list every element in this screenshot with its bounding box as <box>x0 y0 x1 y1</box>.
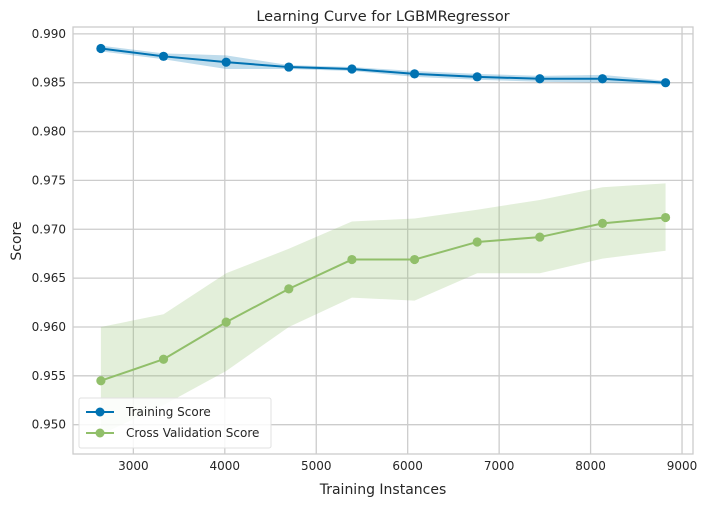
y-tick-label: 0.965 <box>32 271 66 285</box>
point-cv <box>158 354 169 364</box>
band-cv <box>100 183 666 435</box>
point-training <box>221 57 231 67</box>
x-axis-title: Training Instances <box>319 482 447 498</box>
y-tick-label: 0.980 <box>32 125 66 139</box>
x-tick-label: 5000 <box>301 459 332 473</box>
point-cv <box>284 284 294 294</box>
plot-area <box>73 27 693 454</box>
legend: Training Score Cross Validation Score <box>78 397 272 449</box>
legend-marker-cv <box>95 428 105 438</box>
point-training <box>96 43 106 54</box>
y-tick-labels: 0.950 0.955 0.960 0.965 0.970 0.975 0.980 0.985… <box>32 27 66 432</box>
grid-lines <box>73 27 693 454</box>
point-cv <box>347 254 357 265</box>
confidence-bands <box>100 45 666 435</box>
point-cv <box>409 254 420 265</box>
point-cv <box>96 376 106 386</box>
legend-label-training: Training Score <box>125 405 211 419</box>
point-cv <box>660 212 671 223</box>
x-tick-label: 8000 <box>575 459 606 473</box>
chart-title: Learning Curve for LGBMRegressor <box>256 9 509 25</box>
point-cv <box>535 232 545 242</box>
y-tick-label: 0.990 <box>32 27 66 41</box>
band-training <box>100 45 666 85</box>
point-cv <box>472 237 482 247</box>
point-cv <box>597 218 608 229</box>
y-axis-title: Score <box>9 221 25 260</box>
point-training <box>597 74 608 84</box>
x-tick-label: 3000 <box>118 459 149 473</box>
y-tick-label: 0.960 <box>32 320 66 334</box>
y-tick-label: 0.975 <box>32 173 66 187</box>
y-tick-label: 0.955 <box>32 369 66 383</box>
y-tick-label: 0.985 <box>32 76 66 90</box>
x-tick-label: 6000 <box>392 459 423 473</box>
point-training <box>535 74 545 84</box>
y-tick-label: 0.970 <box>32 222 66 236</box>
point-cv <box>221 317 231 327</box>
point-training <box>284 62 294 72</box>
point-training <box>660 78 671 88</box>
point-training <box>472 72 482 82</box>
legend-box <box>78 397 272 449</box>
point-training <box>347 64 357 74</box>
line-cv <box>100 216 666 382</box>
series-lines <box>100 47 666 382</box>
x-tick-label: 4000 <box>210 459 241 473</box>
plot-frame <box>72 26 694 455</box>
x-tick-labels: 3000 4000 5000 6000 7000 8000 9000 <box>118 459 697 473</box>
series-points <box>96 43 671 386</box>
legend-marker-training <box>95 407 105 417</box>
x-tick-label: 9000 <box>667 459 698 473</box>
point-training <box>409 69 420 79</box>
point-training <box>158 51 169 61</box>
y-tick-label: 0.950 <box>32 418 66 432</box>
x-tick-label: 7000 <box>484 459 515 473</box>
legend-label-cv: Cross Validation Score <box>126 426 259 440</box>
line-training <box>100 47 666 84</box>
